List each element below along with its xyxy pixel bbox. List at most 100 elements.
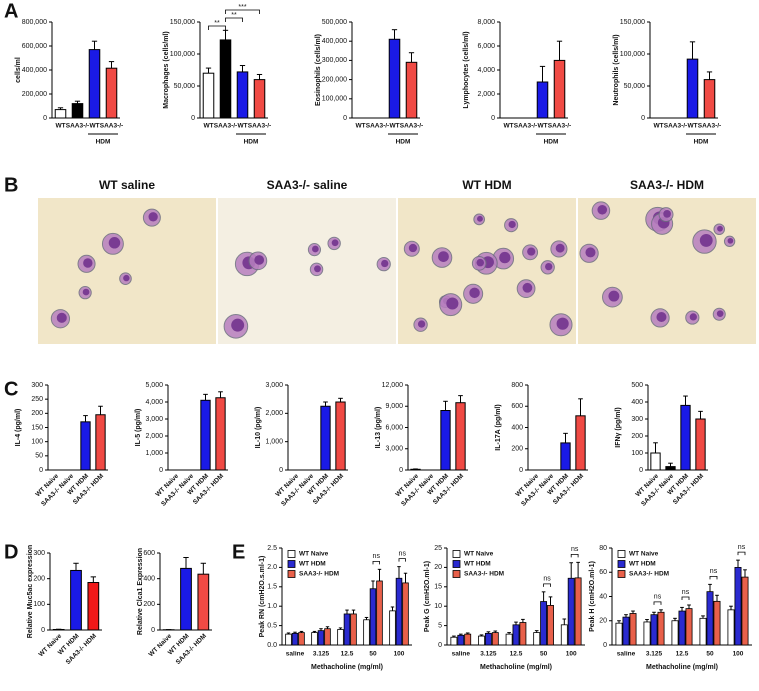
y-tick-label: 12,000: [382, 382, 404, 389]
error-bar: [73, 562, 79, 571]
y-tick-label: 4,000: [477, 67, 495, 74]
panel-letter: B: [4, 174, 18, 196]
error-bar: [617, 620, 621, 624]
bar: [180, 567, 192, 631]
image-title: SAA3-/- saline: [267, 178, 348, 192]
error-bar: [548, 596, 553, 606]
y-tick-label: 0.0: [267, 642, 277, 649]
ns-label: ns: [399, 550, 407, 557]
nucleus: [545, 262, 553, 271]
error-bar: [91, 40, 98, 50]
error-bar: [576, 561, 580, 578]
x-tick-label: WT: [537, 123, 547, 130]
error-bar: [205, 67, 212, 74]
error-bar: [706, 71, 713, 80]
error-bar: [83, 415, 88, 422]
error-bar: [256, 73, 263, 80]
x-tick-label: SAA3-/-: [248, 123, 271, 130]
y-tick-label: 2.0: [267, 564, 277, 571]
legend-swatch: [452, 550, 461, 558]
y-tick-label: 50: [35, 453, 43, 460]
y-tick-label: 200: [31, 410, 43, 417]
bar: [337, 629, 344, 646]
legend-label: SAA3-/- HDM: [629, 571, 669, 578]
y-tick-label: 40: [599, 593, 607, 600]
y-tick-label: 200,000: [322, 76, 347, 83]
y-tick-label: 400: [631, 399, 643, 406]
error-bar: [673, 617, 677, 621]
y-tick-label: 600,000: [22, 43, 47, 50]
ns-bracket: [570, 553, 579, 558]
y-tick-label: 1,000: [145, 450, 163, 457]
bar: [560, 442, 571, 471]
y-tick-label: 0: [519, 467, 523, 474]
x-tick-label: SAA3-/-: [698, 123, 721, 130]
y-tick-label: 0: [639, 467, 643, 474]
ns-bracket: [709, 575, 718, 580]
bar: [734, 567, 742, 646]
nucleus: [123, 274, 130, 282]
bar: [643, 621, 651, 646]
error-bar: [729, 605, 733, 610]
significance-label: **: [214, 20, 220, 27]
x-tick-label: WT: [687, 123, 697, 130]
x-tick-label: 50: [369, 651, 377, 658]
bar: [54, 109, 67, 119]
error-bar: [98, 405, 103, 415]
bar: [202, 72, 215, 119]
nucleus: [56, 312, 67, 323]
nucleus: [438, 251, 449, 262]
x-tick-label: 3.125: [646, 651, 663, 658]
nucleus: [408, 243, 418, 253]
bar: [70, 569, 82, 631]
x-tick-label: 12.5: [510, 651, 523, 658]
x-tick-label: saline: [286, 651, 305, 658]
legend-label: SAA3-/- HDM: [464, 571, 504, 578]
error-bar: [689, 41, 696, 60]
nucleus: [381, 259, 389, 268]
nucleus: [716, 310, 724, 317]
legend-swatch: [452, 570, 461, 578]
bar: [200, 399, 211, 471]
group-label: HDM: [694, 139, 709, 146]
error-bar: [698, 410, 703, 419]
bar: [363, 619, 370, 646]
bar: [478, 635, 485, 646]
x-axis-label: Methacholine (mg/ml): [311, 664, 383, 671]
y-tick-label: 0: [438, 642, 442, 649]
error-bar: [569, 562, 574, 579]
y-tick-label: 600: [143, 550, 155, 557]
nucleus: [608, 290, 620, 302]
y-tick-label: 2,000: [477, 91, 495, 98]
y-tick-label: 9,000: [385, 403, 403, 410]
bar: [629, 613, 637, 646]
ns-label: ns: [738, 544, 746, 551]
bar: [622, 616, 630, 646]
y-tick-label: 800: [511, 382, 523, 389]
error-bar: [90, 576, 97, 583]
bar: [615, 622, 623, 646]
error-bar: [562, 618, 567, 625]
bar: [574, 577, 582, 646]
y-tick-label: 4,000: [145, 399, 163, 406]
error-bar: [578, 398, 583, 416]
bar: [324, 628, 331, 646]
y-tick-label: 100: [31, 439, 43, 446]
y-tick-label: 400,000: [322, 38, 347, 45]
y-tick-label: 0.5: [267, 622, 277, 629]
nucleus: [556, 317, 569, 330]
bar: [533, 632, 541, 646]
nucleus: [108, 237, 121, 249]
legend-label: SAA3-/- HDM: [299, 571, 339, 578]
nucleus: [656, 311, 667, 323]
bar: [512, 624, 520, 646]
bar: [343, 613, 351, 646]
nucleus: [83, 258, 93, 268]
error-bar: [743, 569, 747, 578]
y-tick-label: 2,000: [265, 410, 283, 417]
x-tick-label: SAA3-/-: [66, 123, 89, 130]
nucleus: [699, 234, 713, 247]
error-bar: [556, 40, 563, 61]
error-bar: [377, 568, 382, 581]
